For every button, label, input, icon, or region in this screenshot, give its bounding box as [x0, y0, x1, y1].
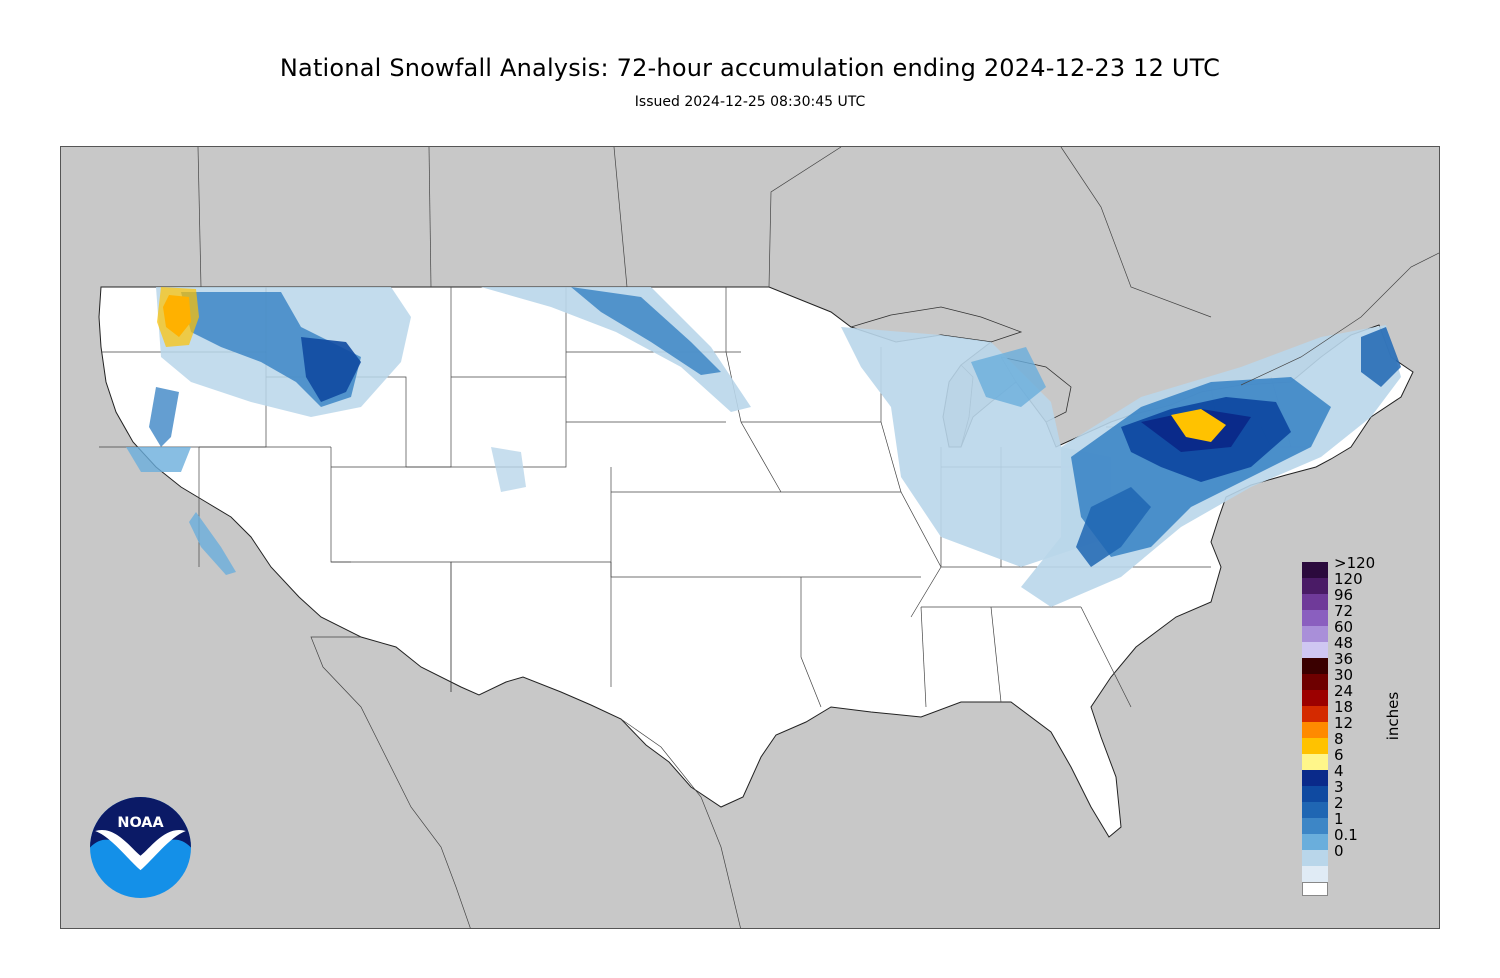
- snow-appalachian: [1076, 487, 1151, 567]
- legend-swatch: [1302, 834, 1328, 850]
- legend-swatch: [1302, 594, 1328, 610]
- legend-label: 120: [1334, 570, 1363, 588]
- legend-label: 6: [1334, 746, 1344, 764]
- legend-swatch: [1302, 562, 1328, 578]
- noaa-logo-text: NOAA: [117, 815, 164, 831]
- snowfall-shading: [126, 287, 1401, 607]
- snow-maine: [1361, 327, 1401, 387]
- snow-midwest-light: [841, 327, 1111, 567]
- snow-michigan-mid: [971, 347, 1046, 407]
- legend-swatch: [1302, 882, 1328, 896]
- snow-cascades-yellow: [157, 287, 199, 347]
- legend-label: 0.1: [1334, 826, 1358, 844]
- legend-label: 96: [1334, 586, 1354, 604]
- legend-swatch: [1302, 770, 1328, 786]
- snow-sierra: [149, 387, 179, 447]
- legend-label: 30: [1334, 666, 1354, 684]
- map-subtitle: Issued 2024-12-25 08:30:45 UTC: [634, 94, 866, 110]
- legend-label: 24: [1334, 682, 1354, 700]
- legend-swatch: [1302, 786, 1328, 802]
- international-borders: [197, 147, 1439, 928]
- legend-label: 3: [1334, 778, 1344, 796]
- legend-swatch: [1302, 642, 1328, 658]
- map-title: National Snowfall Analysis: 72-hour accu…: [279, 54, 1221, 82]
- legend-label: 18: [1334, 698, 1354, 716]
- snowfall-map: [98, 147, 1439, 928]
- legend-swatch: [1302, 818, 1328, 834]
- legend-swatch: [1302, 754, 1328, 770]
- legend-swatch: [1302, 722, 1328, 738]
- legend-label: 48: [1334, 634, 1354, 652]
- legend-swatch: [1302, 658, 1328, 674]
- legend-label: 12: [1334, 714, 1354, 732]
- legend-label: 60: [1334, 618, 1354, 636]
- legend-label: 1: [1334, 810, 1344, 828]
- legend-swatch: [1302, 578, 1328, 594]
- legend-label: 72: [1334, 602, 1354, 620]
- legend-swatch: [1302, 850, 1328, 866]
- legend-label: 36: [1334, 650, 1354, 668]
- legend-label: 8: [1334, 730, 1344, 748]
- snow-plains-mid: [571, 287, 721, 375]
- legend-label: 2: [1334, 794, 1344, 812]
- legend-swatch: [1302, 738, 1328, 754]
- legend-swatch: [1302, 610, 1328, 626]
- legend-label: 4: [1334, 762, 1344, 780]
- snow-colorado: [491, 447, 526, 492]
- legend-swatch: [1302, 866, 1328, 882]
- snow-sierra-south: [189, 512, 236, 575]
- legend-swatch: [1302, 802, 1328, 818]
- legend-label: >120: [1334, 554, 1376, 572]
- legend-swatch: [1302, 674, 1328, 690]
- legend-swatch: [1302, 706, 1328, 722]
- map-panel: [60, 146, 1440, 929]
- legend-swatch: [1302, 690, 1328, 706]
- legend-label: 0: [1334, 842, 1344, 860]
- snow-ne-yellow: [1171, 409, 1226, 442]
- snow-nw-heavy: [301, 337, 361, 402]
- legend-units: inches: [1384, 691, 1402, 741]
- legend-swatch: [1302, 626, 1328, 642]
- snow-ne-california: [126, 447, 191, 472]
- noaa-logo: NOAA: [90, 797, 191, 898]
